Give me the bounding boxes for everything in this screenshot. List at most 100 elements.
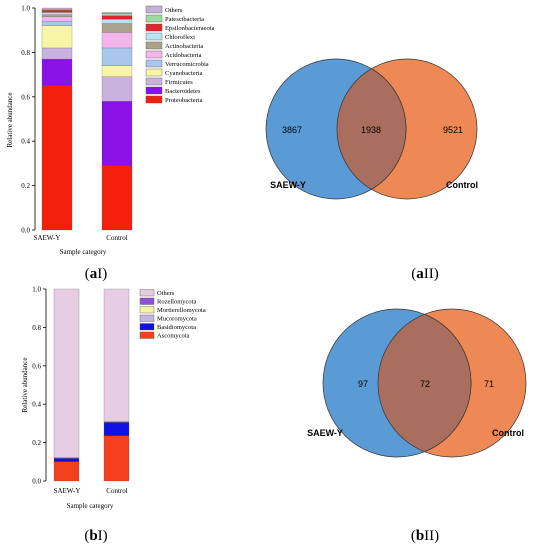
x-axis: SAEW-Y Control Sample category — [34, 234, 128, 256]
legend-swatch — [139, 306, 155, 314]
x-tick-label: Control — [106, 487, 127, 495]
legend-swatch — [145, 86, 163, 95]
bar-segment — [41, 14, 73, 18]
bar-segment — [41, 47, 73, 60]
venn-count-control: 9521 — [443, 125, 463, 135]
y-tick-label: 0.8 — [21, 49, 30, 57]
panel-letter: b — [89, 528, 97, 544]
venn-count-intersection: 72 — [420, 379, 430, 389]
bar-segment — [53, 458, 80, 462]
bar-segment — [101, 18, 133, 24]
legend: Others Patescibacteria Epsilonbacteraeota C… — [145, 5, 215, 104]
bar-segment — [41, 7, 73, 10]
legend-swatch — [139, 323, 155, 331]
x-tick-label: SAEW-Y — [54, 487, 81, 495]
legend-swatch — [145, 32, 163, 41]
bar-segment — [101, 32, 133, 49]
y-tick-label: 0.6 — [21, 93, 30, 101]
bar-segment — [53, 288, 80, 458]
fungi-venn-diagram: 97 72 71 SAEW-Y Control — [307, 308, 527, 458]
bar-segment — [101, 13, 133, 16]
bacteria-venn-diagram: 3867 1938 9521 SAEW-Y Control — [265, 58, 478, 200]
venn-count-control: 71 — [484, 379, 494, 389]
x-axis: SAEW-Y Control Sample category — [54, 487, 128, 510]
venn-set-label-control: Control — [446, 180, 478, 190]
x-tick-label: SAEW-Y — [34, 234, 61, 242]
y-tick-label: 0.2 — [32, 439, 41, 447]
bar-segment — [101, 65, 133, 77]
legend-label: Actinobacteria — [165, 43, 203, 50]
panel-letter: a — [90, 266, 98, 282]
y-axis-ticks: 0.0 0.2 0.4 0.6 0.8 1.0 — [32, 286, 47, 486]
legend-label: Verrucomicrobia — [165, 61, 209, 68]
legend-swatch — [145, 95, 163, 104]
bar-segment — [101, 12, 133, 14]
y-tick-label: 1.0 — [32, 286, 41, 294]
bar-segment — [101, 47, 133, 66]
venn-count-saew-y: 3867 — [282, 125, 302, 135]
legend-swatch — [139, 297, 155, 305]
bar-segment — [101, 101, 133, 166]
y-axis-label: Relative abundance — [6, 92, 14, 147]
bars — [41, 7, 133, 231]
legend-label: Cyanobacteria — [165, 70, 203, 77]
fungi-stacked-bar-chart: 0.0 0.2 0.4 0.6 0.8 1.0 Others RozellomycotaMo… — [21, 286, 206, 511]
y-tick-label: 0.6 — [32, 362, 41, 370]
legend-label: Basidiomycota — [157, 324, 196, 331]
panel-letter: a — [416, 266, 424, 282]
legend-label: Epsilonbacteraeota — [165, 25, 215, 32]
legend-swatch — [145, 14, 163, 23]
venn-intersection — [336, 68, 407, 190]
y-tick-label: 0.0 — [32, 478, 41, 486]
y-tick-label: 0.0 — [21, 227, 30, 235]
legend-label: Mucoromycota — [157, 316, 197, 323]
legend-label: Acidobacteria — [165, 52, 202, 59]
bacteria-stacked-bar-chart: 0.0 0.2 0.4 0.6 0.8 1.0 Others Patescibacteria… — [6, 5, 215, 257]
legend-label: Others — [157, 290, 175, 297]
bar-segment — [41, 12, 73, 15]
bar-segment — [103, 435, 130, 482]
y-axis-label: Relative abundance — [21, 357, 29, 412]
x-tick-label: Control — [106, 234, 127, 242]
bar-segment — [101, 165, 133, 231]
venn-count-intersection: 1938 — [361, 125, 381, 135]
legend-label: Proteobacteria — [165, 97, 203, 104]
legend-swatch — [145, 5, 163, 14]
venn-count-saew-y: 97 — [358, 379, 368, 389]
panel-letter: b — [416, 528, 424, 544]
y-tick-label: 1.0 — [21, 5, 30, 13]
bar-segment — [41, 10, 73, 13]
y-axis-ticks: 0.0 0.2 0.4 0.6 0.8 1.0 — [21, 5, 36, 235]
bar-segment — [103, 422, 130, 437]
panel-numeral: I — [98, 528, 103, 544]
bar-segment — [41, 21, 73, 26]
panel-label-bII: (bII) — [411, 528, 439, 544]
legend-label: Rozellomycota — [157, 299, 196, 306]
legend-swatch — [145, 68, 163, 77]
bar-segment — [41, 85, 73, 231]
legend-label: Firmicutes — [165, 79, 193, 86]
bar-segment — [41, 25, 73, 49]
legend-label: Others — [165, 7, 183, 14]
legend-swatch — [145, 77, 163, 86]
legend-swatch — [145, 50, 163, 59]
bar-segment — [101, 15, 133, 20]
y-tick-label: 0.2 — [21, 182, 30, 190]
panel-label-aII: (aII) — [411, 266, 439, 282]
panel-label-aI: (aI) — [85, 266, 108, 282]
bar-segment — [41, 16, 73, 22]
legend-swatch — [145, 41, 163, 50]
legend-label: Patescibacteria — [165, 16, 204, 23]
panel-numeral: II — [424, 266, 434, 282]
x-axis-label: Sample category — [67, 502, 114, 510]
venn-set-label-saew-y: SAEW-Y — [270, 180, 306, 190]
venn-set-label-saew-y: SAEW-Y — [307, 428, 343, 438]
bar-segment — [53, 461, 80, 482]
legend-label: Bacteroidetes — [165, 88, 201, 95]
x-axis-label: Sample category — [60, 248, 107, 256]
bars — [53, 288, 130, 482]
legend-swatch — [145, 59, 163, 68]
bar-segment — [101, 76, 133, 102]
bar-segment — [41, 8, 73, 11]
panel-label-bI: (bI) — [84, 528, 107, 544]
